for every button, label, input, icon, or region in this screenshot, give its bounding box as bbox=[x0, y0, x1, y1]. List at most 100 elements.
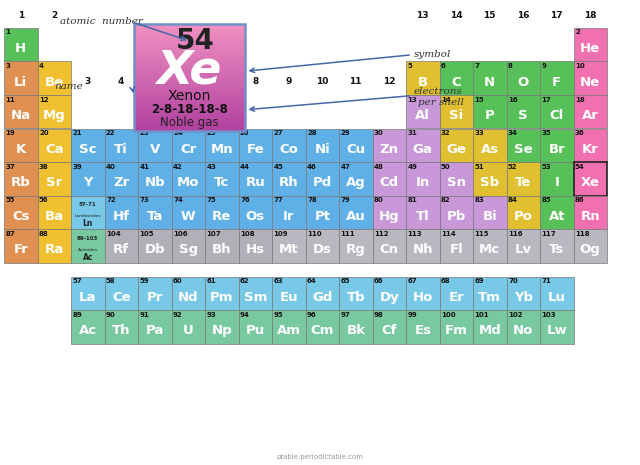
Text: Ag: Ag bbox=[346, 176, 365, 189]
Text: Al: Al bbox=[415, 109, 430, 122]
Bar bbox=[305, 195, 339, 229]
Text: Eu: Eu bbox=[280, 291, 298, 304]
Text: 16: 16 bbox=[508, 97, 518, 102]
Text: Rn: Rn bbox=[580, 210, 600, 223]
Bar bbox=[573, 162, 607, 195]
Text: Sb: Sb bbox=[480, 176, 499, 189]
Bar bbox=[339, 229, 372, 263]
Text: Dy: Dy bbox=[380, 291, 399, 304]
Bar bbox=[134, 43, 244, 46]
Bar bbox=[239, 128, 272, 162]
Bar bbox=[134, 47, 244, 50]
Text: Ru: Ru bbox=[245, 176, 265, 189]
Bar bbox=[134, 60, 244, 63]
Bar bbox=[4, 195, 38, 229]
Bar bbox=[272, 229, 305, 263]
Bar bbox=[134, 35, 244, 37]
Text: Kr: Kr bbox=[582, 143, 598, 156]
Text: 40: 40 bbox=[106, 164, 116, 170]
Bar bbox=[134, 50, 244, 52]
Text: 71: 71 bbox=[541, 278, 551, 284]
Bar bbox=[134, 78, 244, 80]
Text: 72: 72 bbox=[106, 197, 116, 203]
Text: Rb: Rb bbox=[11, 176, 31, 189]
Text: Yb: Yb bbox=[514, 291, 532, 304]
Text: 112: 112 bbox=[374, 231, 388, 237]
Text: 84: 84 bbox=[508, 197, 518, 203]
Bar bbox=[104, 195, 138, 229]
Text: 79: 79 bbox=[340, 197, 350, 203]
Bar bbox=[573, 95, 607, 128]
Text: Nh: Nh bbox=[413, 243, 433, 256]
Text: 94: 94 bbox=[240, 312, 250, 318]
Bar bbox=[134, 112, 244, 114]
Bar bbox=[4, 28, 38, 61]
Text: Hf: Hf bbox=[113, 210, 130, 223]
Bar bbox=[134, 107, 244, 110]
Text: Ln: Ln bbox=[83, 219, 93, 228]
Text: Tb: Tb bbox=[346, 291, 365, 304]
Bar bbox=[406, 95, 440, 128]
Text: Sm: Sm bbox=[244, 291, 267, 304]
Text: 26: 26 bbox=[240, 130, 250, 136]
Text: 54: 54 bbox=[575, 164, 585, 170]
Text: V: V bbox=[150, 143, 160, 156]
Text: Er: Er bbox=[449, 291, 464, 304]
Text: 83: 83 bbox=[474, 197, 484, 203]
Text: As: As bbox=[481, 143, 499, 156]
Bar bbox=[134, 73, 244, 75]
Text: B: B bbox=[418, 76, 428, 89]
Text: Cl: Cl bbox=[550, 109, 564, 122]
Text: 69: 69 bbox=[474, 278, 484, 284]
Text: 95: 95 bbox=[273, 312, 283, 318]
Bar bbox=[134, 33, 244, 35]
Text: La: La bbox=[79, 291, 97, 304]
Bar bbox=[71, 128, 104, 162]
Bar bbox=[71, 229, 104, 263]
Text: 93: 93 bbox=[207, 312, 216, 318]
Bar bbox=[138, 310, 172, 344]
Text: 24: 24 bbox=[173, 130, 183, 136]
Text: Y: Y bbox=[83, 176, 93, 189]
Text: Bk: Bk bbox=[346, 324, 365, 337]
Bar bbox=[205, 310, 239, 344]
Text: 80: 80 bbox=[374, 197, 384, 203]
Text: symbol: symbol bbox=[414, 50, 451, 60]
Bar bbox=[134, 41, 244, 43]
Text: 19: 19 bbox=[6, 130, 15, 136]
Text: Ra: Ra bbox=[45, 243, 64, 256]
Text: 41: 41 bbox=[140, 164, 149, 170]
Text: Mt: Mt bbox=[279, 243, 298, 256]
Bar bbox=[134, 58, 244, 60]
Text: 87: 87 bbox=[6, 231, 15, 237]
Text: 50: 50 bbox=[441, 164, 451, 170]
Bar bbox=[406, 310, 440, 344]
Text: 11: 11 bbox=[349, 78, 362, 86]
Bar bbox=[134, 129, 244, 131]
Text: 8: 8 bbox=[252, 78, 259, 86]
Text: Cd: Cd bbox=[380, 176, 399, 189]
Bar bbox=[372, 310, 406, 344]
Text: Ts: Ts bbox=[549, 243, 564, 256]
Text: Es: Es bbox=[414, 324, 431, 337]
Text: Xenon: Xenon bbox=[168, 89, 211, 103]
Bar bbox=[506, 61, 540, 95]
Text: Na: Na bbox=[11, 109, 31, 122]
Text: 49: 49 bbox=[408, 164, 417, 170]
Text: 10: 10 bbox=[316, 78, 328, 86]
Bar bbox=[573, 229, 607, 263]
Bar bbox=[372, 162, 406, 195]
Text: U: U bbox=[183, 324, 194, 337]
Bar bbox=[473, 61, 506, 95]
Text: Sr: Sr bbox=[46, 176, 62, 189]
Text: Xe: Xe bbox=[581, 176, 600, 189]
Text: Fm: Fm bbox=[445, 324, 468, 337]
Text: Gd: Gd bbox=[312, 291, 332, 304]
Bar bbox=[205, 162, 239, 195]
Text: 90: 90 bbox=[106, 312, 116, 318]
Text: Fr: Fr bbox=[13, 243, 28, 256]
Text: 59: 59 bbox=[140, 278, 149, 284]
Bar bbox=[138, 128, 172, 162]
Bar bbox=[134, 37, 244, 39]
Text: 92: 92 bbox=[173, 312, 182, 318]
